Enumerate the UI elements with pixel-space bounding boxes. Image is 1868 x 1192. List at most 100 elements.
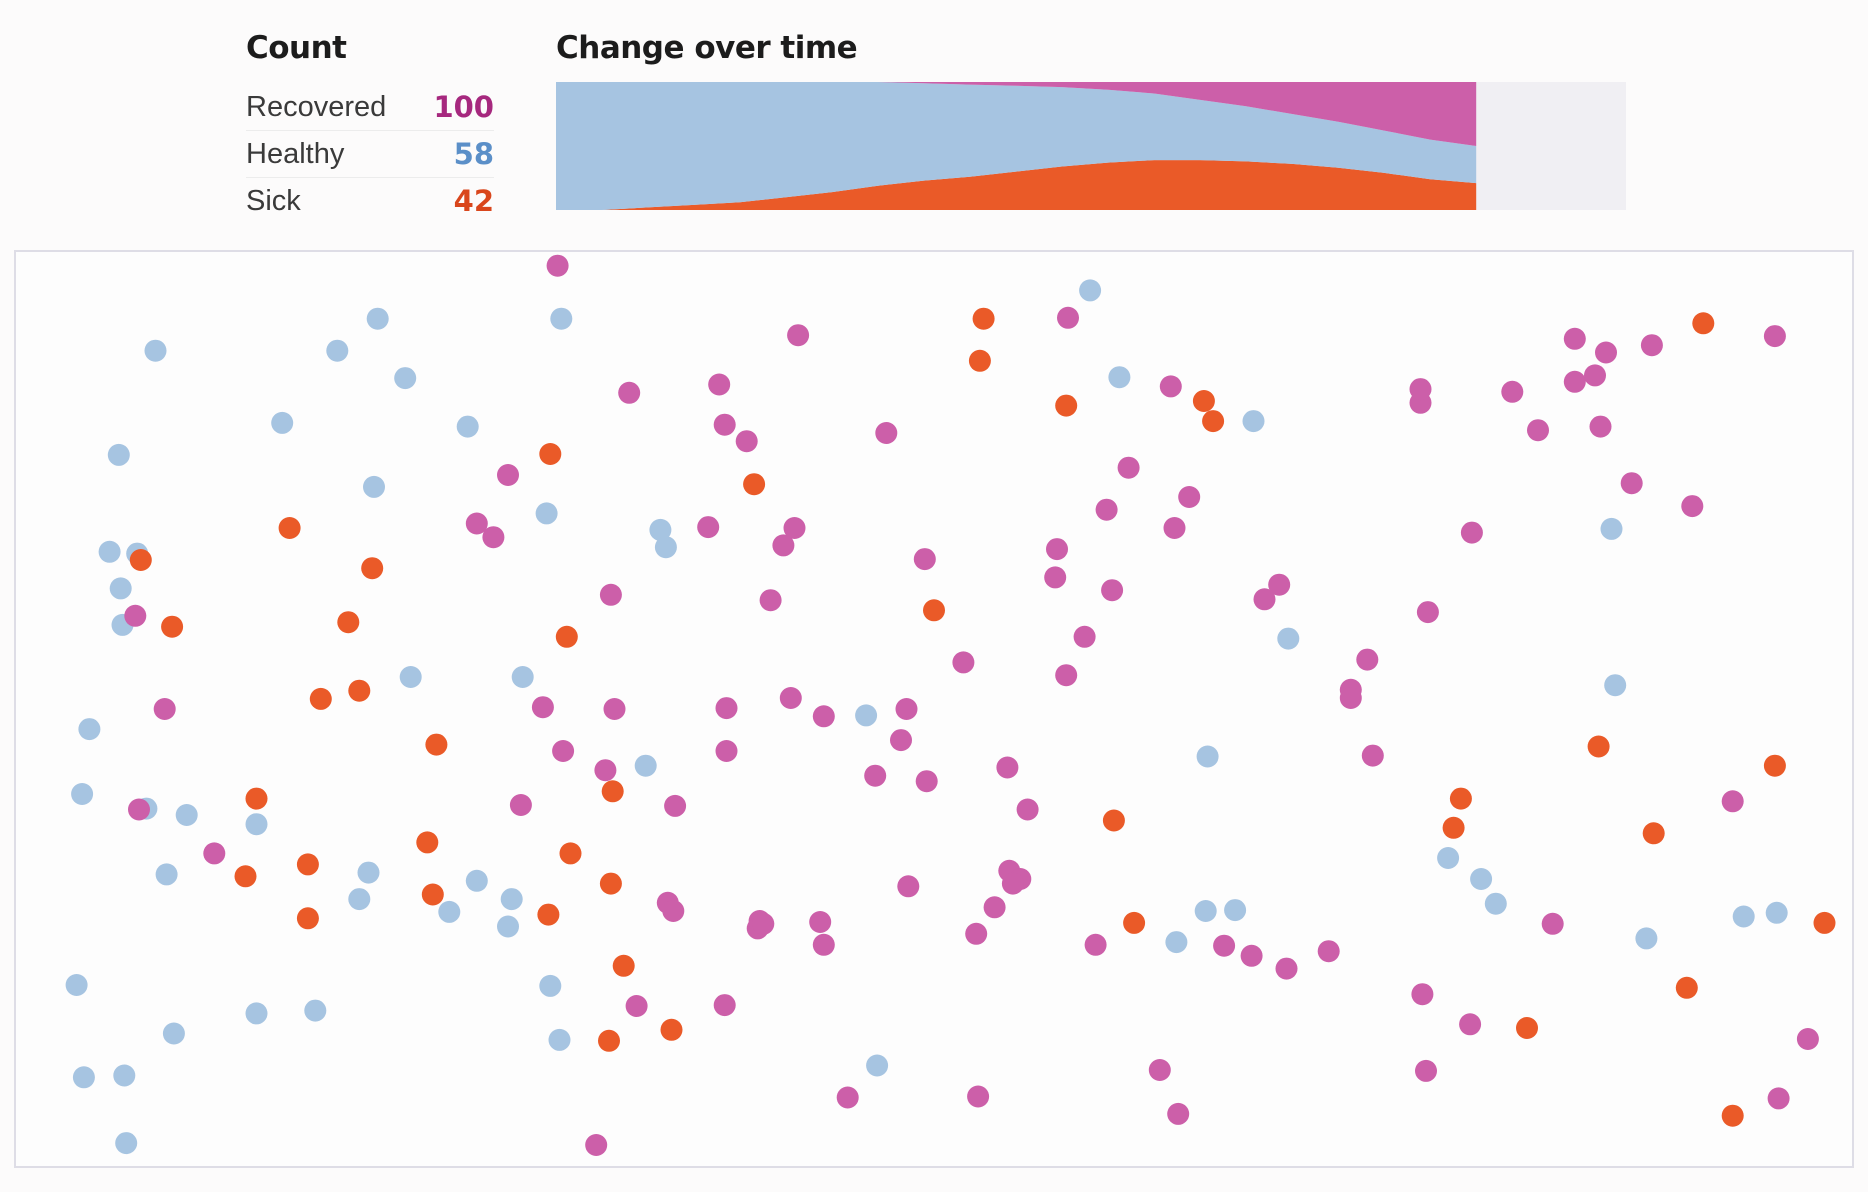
- person-dot-sick: [1442, 816, 1465, 839]
- person-dot-recovered: [1681, 495, 1704, 518]
- person-dot-recovered: [812, 705, 835, 728]
- person-dot-recovered: [1084, 933, 1107, 956]
- person-dot-recovered: [752, 912, 775, 935]
- person-dot-sick: [972, 307, 995, 330]
- person-dot-sick: [161, 615, 184, 638]
- person-dot-recovered: [735, 430, 758, 453]
- person-dot-healthy: [348, 888, 371, 911]
- person-dot-sick: [245, 787, 268, 810]
- person-dot-healthy: [1600, 517, 1623, 540]
- person-dot-healthy: [535, 502, 558, 525]
- person-dot-recovered: [203, 842, 226, 865]
- person-dot-healthy: [550, 307, 573, 330]
- person-dot-sick: [923, 599, 945, 622]
- person-dot-recovered: [1253, 588, 1276, 611]
- person-dot-recovered: [1527, 419, 1549, 442]
- person-dot-sick: [296, 907, 319, 930]
- count-title: Count: [246, 30, 347, 66]
- person-dot-sick: [129, 549, 152, 571]
- person-dot-recovered: [1595, 341, 1617, 364]
- person-dot-healthy: [394, 367, 417, 390]
- person-dot-sick: [309, 687, 332, 710]
- count-row-recovered: Recovered 100: [246, 84, 494, 131]
- person-dot-recovered: [618, 381, 641, 404]
- person-dot-healthy: [1165, 931, 1188, 954]
- person-dot-recovered: [1589, 415, 1612, 438]
- person-dot-sick: [425, 733, 448, 756]
- person-dot-recovered: [1640, 334, 1663, 357]
- person-dot-sick: [555, 625, 578, 648]
- person-dot-recovered: [1411, 983, 1434, 1006]
- person-dot-recovered: [1409, 378, 1432, 401]
- person-dot-sick: [1055, 394, 1078, 417]
- person-dot-healthy: [1765, 901, 1788, 924]
- person-dot-healthy: [113, 1064, 136, 1087]
- person-dot-healthy: [399, 666, 422, 688]
- count-value-sick: 42: [453, 184, 494, 218]
- person-dot-recovered: [1117, 456, 1140, 479]
- person-dot-recovered: [715, 740, 738, 762]
- person-dot-sick: [1516, 1017, 1538, 1039]
- person-dot-recovered: [996, 756, 1019, 779]
- person-dot-recovered: [546, 254, 569, 277]
- person-dot-recovered: [1339, 687, 1362, 709]
- person-dot-recovered: [890, 729, 912, 752]
- person-dot-recovered: [1460, 521, 1483, 544]
- person-dot-sick: [743, 473, 766, 496]
- person-dot-healthy: [855, 704, 878, 727]
- person-dot-recovered: [772, 534, 795, 557]
- person-dot-healthy: [162, 1022, 185, 1045]
- person-dot-sick: [1763, 754, 1786, 777]
- person-dot-healthy: [1196, 745, 1219, 768]
- person-dot-sick: [1692, 312, 1715, 335]
- person-dot-sick: [1449, 787, 1472, 810]
- person-dot-recovered: [1044, 566, 1067, 589]
- person-dot-recovered: [153, 698, 176, 720]
- person-dot-recovered: [1073, 625, 1096, 648]
- person-dot-recovered: [715, 697, 738, 720]
- person-dot-recovered: [1415, 1059, 1437, 1082]
- person-dot-recovered: [713, 994, 736, 1017]
- person-dot-recovered: [603, 698, 626, 720]
- person-dot-recovered: [1240, 944, 1263, 967]
- person-dot-recovered: [497, 464, 519, 486]
- person-dot-healthy: [107, 443, 130, 466]
- change-over-time-title: Change over time: [556, 30, 858, 66]
- person-dot-sick: [1102, 809, 1125, 832]
- person-dot-recovered: [836, 1086, 859, 1109]
- person-dot-healthy: [78, 718, 101, 741]
- person-dot-healthy: [465, 869, 488, 892]
- person-dot-healthy: [155, 863, 178, 886]
- person-dot-recovered: [552, 740, 575, 762]
- person-dot-recovered: [1001, 872, 1024, 895]
- person-dot-recovered: [531, 696, 554, 719]
- person-dot-healthy: [1108, 366, 1131, 389]
- person-dot-healthy: [1242, 410, 1265, 433]
- person-dot-sick: [1192, 390, 1215, 412]
- person-dot-sick: [601, 780, 624, 803]
- person-dot-healthy: [456, 415, 479, 438]
- person-dot-healthy: [1732, 905, 1755, 928]
- person-dot-sick: [1675, 976, 1698, 999]
- person-dot-sick: [968, 349, 991, 372]
- person-dot-healthy: [245, 813, 268, 836]
- person-dot-recovered: [1501, 380, 1524, 403]
- person-dot-recovered: [1095, 498, 1118, 521]
- person-dot-recovered: [783, 517, 806, 539]
- person-dot-recovered: [1148, 1059, 1171, 1081]
- person-dot-healthy: [245, 1002, 268, 1025]
- area-series-sick: [556, 160, 1477, 210]
- person-dot-recovered: [124, 604, 147, 627]
- person-dot-sick: [1587, 735, 1610, 758]
- count-label-healthy: Healthy: [246, 137, 345, 170]
- person-dot-recovered: [759, 589, 782, 612]
- person-dot-healthy: [1194, 900, 1217, 922]
- person-dot-recovered: [1055, 664, 1078, 687]
- person-dot-recovered: [809, 911, 832, 933]
- person-dot-sick: [361, 557, 384, 580]
- person-dot-healthy: [511, 666, 534, 688]
- person-dot-recovered: [1275, 957, 1298, 980]
- person-dot-recovered: [708, 373, 731, 396]
- person-dot-recovered: [662, 900, 685, 922]
- person-dot-recovered: [594, 759, 617, 782]
